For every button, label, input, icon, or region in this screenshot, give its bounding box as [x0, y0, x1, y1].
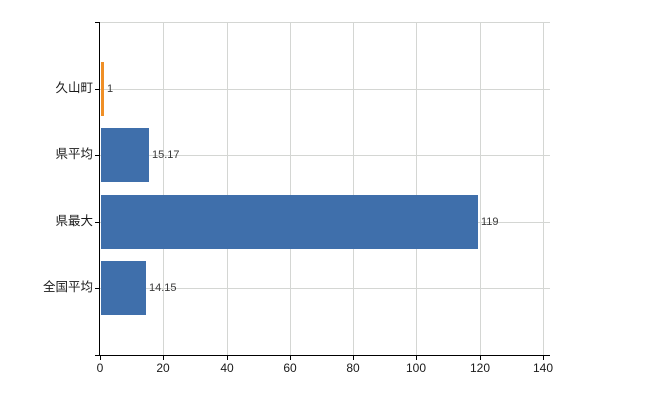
- x-gridline: [416, 22, 417, 355]
- bar-value-label: 15.17: [152, 149, 180, 161]
- bar-0: [101, 62, 104, 116]
- x-tick-label: 20: [156, 361, 170, 375]
- plot-top-border: [100, 22, 550, 23]
- bar-2: [101, 195, 478, 249]
- x-gridline: [480, 22, 481, 355]
- x-axis-tick: [353, 356, 354, 360]
- category-label: 全国平均: [42, 280, 93, 294]
- category-label: 県平均: [55, 147, 93, 161]
- bar-3: [101, 261, 146, 315]
- y-gridline: [100, 288, 550, 289]
- bar-value-label: 14.15: [149, 282, 177, 294]
- x-tick-label: 80: [346, 361, 360, 375]
- x-tick-label: 140: [532, 361, 554, 375]
- bar-1: [101, 128, 149, 182]
- x-axis-tick: [227, 356, 228, 360]
- y-gridline: [100, 155, 550, 156]
- x-gridline: [543, 22, 544, 355]
- y-axis-end-tick: [95, 22, 100, 23]
- y-axis-tick: [95, 288, 100, 289]
- x-gridline: [227, 22, 228, 355]
- x-axis-tick: [480, 356, 481, 360]
- bar-value-label: 1: [107, 83, 114, 95]
- y-axis-line: [99, 22, 100, 356]
- x-axis-line: [95, 355, 550, 356]
- x-gridline: [290, 22, 291, 355]
- x-gridline: [353, 22, 354, 355]
- y-axis-tick: [95, 222, 100, 223]
- x-tick-label: 100: [405, 361, 427, 375]
- category-label: 久山町: [55, 81, 93, 95]
- bar-value-label: 119: [481, 216, 499, 228]
- x-tick-label: 120: [469, 361, 491, 375]
- x-gridline: [163, 22, 164, 355]
- x-tick-label: 0: [96, 361, 104, 375]
- y-gridline: [100, 89, 550, 90]
- x-axis-tick: [100, 356, 101, 360]
- x-tick-label: 60: [283, 361, 297, 375]
- x-axis-tick: [543, 356, 544, 360]
- x-tick-label: 40: [220, 361, 234, 375]
- y-axis-tick: [95, 155, 100, 156]
- x-axis-tick: [290, 356, 291, 360]
- category-label: 県最大: [55, 214, 93, 228]
- x-axis-tick: [416, 356, 417, 360]
- x-axis-tick: [163, 356, 164, 360]
- y-axis-tick: [95, 89, 100, 90]
